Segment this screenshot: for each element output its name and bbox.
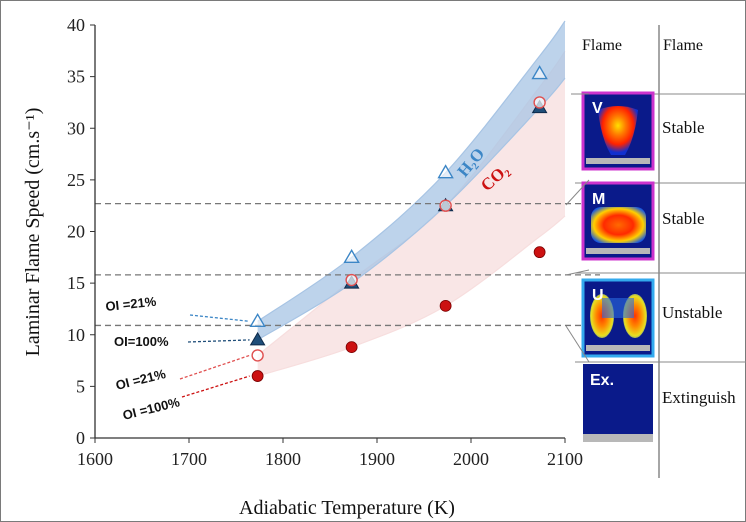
point-series2-1 bbox=[346, 275, 357, 286]
svg-text:M: M bbox=[592, 191, 605, 208]
state-label-u: Unstable bbox=[662, 303, 722, 322]
y-tick-label: 10 bbox=[67, 325, 85, 345]
x-tick-label: 2000 bbox=[453, 449, 489, 469]
x-tick-label: 1700 bbox=[171, 449, 207, 469]
point-series2-2 bbox=[440, 200, 451, 211]
y-tick-label: 5 bbox=[76, 376, 85, 396]
panel-header-left: Flame bbox=[582, 37, 622, 54]
x-tick-label: 1900 bbox=[359, 449, 395, 469]
oi-label-co2-100: OI =100% bbox=[121, 394, 182, 423]
point-series3-3 bbox=[534, 247, 545, 258]
x-tick-label: 1600 bbox=[77, 449, 113, 469]
oi-leader-3 bbox=[182, 376, 250, 397]
point-series2-0 bbox=[252, 350, 263, 361]
y-tick-label: 40 bbox=[67, 15, 85, 35]
y-tick-label: 20 bbox=[67, 222, 85, 242]
oi-label-h2o-21: OI =21% bbox=[105, 294, 158, 314]
point-series3-1 bbox=[346, 342, 357, 353]
flame-thumb-v: V bbox=[583, 93, 653, 169]
panel-header-right: Flame bbox=[663, 37, 703, 54]
state-label-v: Stable bbox=[662, 118, 705, 137]
point-series2-3 bbox=[534, 97, 545, 108]
oi-leader-2 bbox=[180, 355, 250, 379]
point-series3-0 bbox=[252, 371, 263, 382]
flame-thumb-ex: Ex. bbox=[583, 364, 653, 442]
y-axis-title: Laminar Flame Speed (cm.s⁻¹) bbox=[22, 108, 44, 357]
oi-label-h2o-100: OI=100% bbox=[114, 334, 169, 349]
oi-leader-0 bbox=[190, 315, 250, 321]
oi-label-co2-21: OI =21% bbox=[114, 366, 167, 393]
flame-thumb-u: U bbox=[583, 280, 653, 356]
svg-text:Ex.: Ex. bbox=[590, 372, 614, 389]
y-tick-label: 0 bbox=[76, 428, 85, 448]
y-tick-label: 35 bbox=[67, 67, 85, 87]
state-label-m: Stable bbox=[662, 209, 705, 228]
x-tick-label: 2100 bbox=[547, 449, 583, 469]
x-tick-label: 1800 bbox=[265, 449, 301, 469]
state-label-ex: Extinguish bbox=[662, 388, 736, 407]
flame-thumb-m: M bbox=[583, 183, 653, 259]
side-panel: Flame Flame V M U Ex. bbox=[566, 25, 746, 478]
svg-text:V: V bbox=[592, 100, 603, 117]
point-series3-2 bbox=[440, 300, 451, 311]
x-axis-title: Adiabatic Temperature (K) bbox=[239, 497, 455, 519]
oi-leader-1 bbox=[188, 340, 250, 342]
y-tick-label: 15 bbox=[67, 273, 85, 293]
svg-text:U: U bbox=[592, 287, 604, 304]
y-tick-label: 25 bbox=[67, 170, 85, 190]
y-tick-label: 30 bbox=[67, 118, 85, 138]
